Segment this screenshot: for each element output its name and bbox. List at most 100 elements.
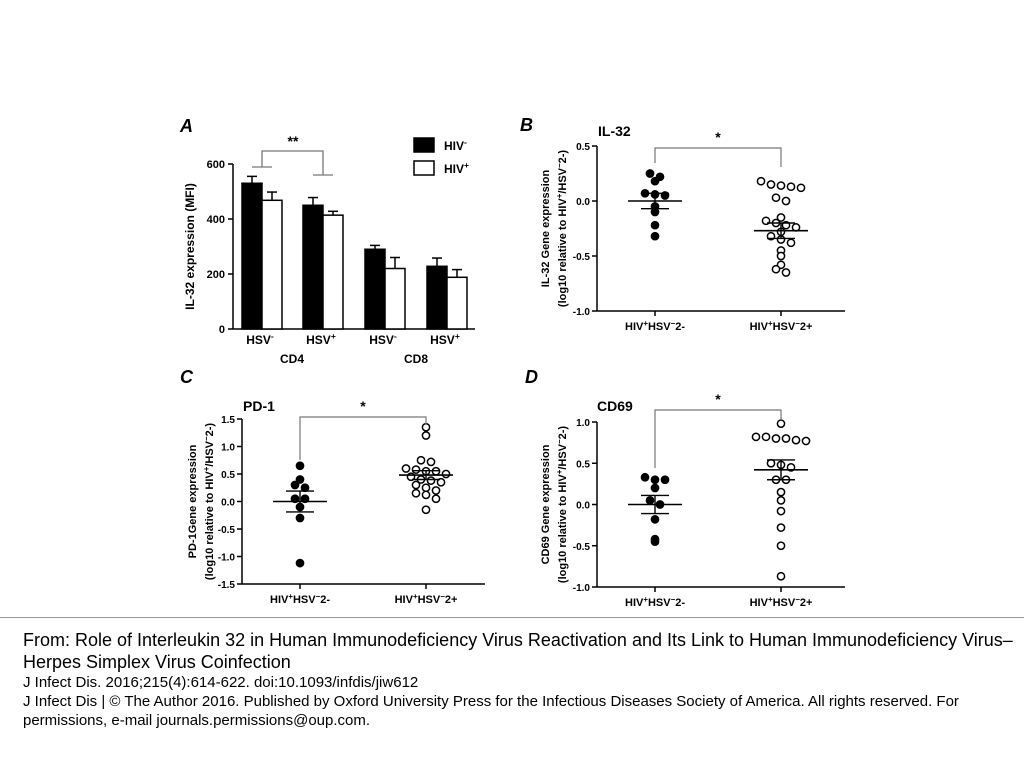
panel-b-data-point: [786, 182, 796, 192]
panel-c-data-point: [421, 483, 431, 493]
panel-c-y-tick-label: -1.0: [218, 553, 236, 564]
panel-c-y-tick-label: 1.5: [221, 415, 235, 426]
panel-d-x-tick-label-part: 2+: [800, 597, 813, 609]
panel-b-data-point: [645, 169, 655, 178]
panel-a-bar: [322, 214, 344, 330]
panel-b-data-point: [766, 180, 776, 189]
panel-d-data-point: [650, 537, 660, 546]
panel-c-title: PD-1: [243, 398, 275, 414]
panel-a-legend-label-part: HIV: [444, 139, 464, 153]
panel-d-x-tick-label-part: −: [671, 595, 676, 604]
panel-b-y-label-2-part: (log10 relative to HIV: [557, 198, 569, 307]
panel-c-data-point: [441, 469, 451, 479]
caption-citation: J Infect Dis. 2016;215(4):614-622. doi:1…: [23, 674, 419, 691]
panel-c-x-tick-label-part: HSV: [293, 594, 316, 606]
panel-b-y-tick-label: -0.5: [573, 252, 591, 263]
panel-c-x-tick-label-part: HIV: [395, 594, 414, 606]
panel-a-significance-label: **: [288, 133, 299, 149]
panel-c-data-point: [295, 558, 305, 568]
panel-b-data-point: [781, 268, 791, 277]
panel-c-x-tick-label-part: HIV: [270, 594, 289, 606]
panel-b-x-tick-label-part: 2-: [675, 321, 685, 333]
panel-a-category-label-part: HSV: [306, 333, 331, 347]
panel-c-y-label-2-part: +: [202, 466, 211, 471]
panel-d-data-point: [776, 419, 786, 428]
panel-b-data-point: [781, 196, 791, 206]
panel-d-y-tick-label: 0.0: [576, 501, 590, 512]
panel-b-significance-label: *: [715, 129, 721, 145]
panel-a-bar: [384, 267, 406, 330]
panel-b-y-label-2-part: /HSV: [557, 167, 569, 193]
panel-d-title: CD69: [597, 398, 633, 414]
panel-d-x-tick-label-part: HIV: [625, 597, 644, 609]
panel-d-x-tick-label-part: +: [643, 595, 648, 604]
panel-b-y-label-2-part: 2-): [557, 150, 569, 164]
panel-b-x-tick-label-part: HSV: [773, 321, 796, 333]
panel-c-y-label-2-part: /HSV: [204, 440, 216, 466]
panel-c-data-point: [295, 513, 305, 523]
panel-d-y-label-2-part: −: [555, 439, 564, 444]
panel-b-y-label: IL-32 Gene expression: [540, 170, 552, 288]
panel-d-data-point: [776, 541, 786, 551]
panel-d-x-tick-label-part: +: [768, 595, 773, 604]
panel-d-data-point: [640, 472, 650, 482]
panel-c-data-point: [401, 464, 411, 473]
panel-b-x-tick-label-part: HSV: [648, 321, 671, 333]
panel-c-y-tick-label: -0.5: [218, 525, 236, 536]
panel-b-y-label-2-part: −: [555, 163, 564, 168]
panel-d-x-tick-label-part: −: [795, 595, 800, 604]
panel-d-x-tick-label: HIV+HSV−2-: [625, 595, 685, 610]
panel-a-legend-label-part: HIV: [444, 162, 464, 176]
panel-c-x-tick-label-part: HSV: [418, 594, 441, 606]
panel-c-data-point: [300, 494, 310, 504]
separator-line: [0, 617, 1024, 618]
panel-d-data-point: [776, 487, 786, 497]
panel-d-y-tick-label: -0.5: [573, 542, 591, 553]
panel-b-y-tick-label: 0.5: [576, 142, 590, 153]
panel-d-data-point: [776, 506, 786, 516]
panel-b-data-point: [776, 213, 786, 222]
panel-c-data-point: [295, 461, 305, 471]
panel-c-x-tick-label-part: 2-: [320, 594, 330, 606]
panel-c-data-point: [300, 483, 310, 493]
panel-b-x-tick-label-part: +: [643, 319, 648, 328]
panel-d-x-tick-label: HIV+HSV−2+: [750, 595, 813, 610]
panel-a-bar: [241, 182, 263, 330]
panel-a-legend-label-part: -: [464, 137, 467, 147]
panel-b-data-point: [796, 183, 806, 193]
panel-c-x-tick-label: HIV+HSV−2-: [270, 592, 330, 607]
panel-c-data-point: [421, 422, 431, 432]
panel-b-data-point: [776, 181, 786, 190]
panel-d-y-tick-label: -1.0: [573, 583, 591, 594]
panel-b-x-tick-label-part: 2+: [800, 321, 813, 333]
panel-b-title: IL-32: [598, 123, 631, 139]
panel-c-x-tick-label-part: 2+: [445, 594, 458, 606]
panel-a-significance-bracket: [252, 150, 333, 176]
panel-a-category-label: HSV-: [246, 331, 274, 347]
panel-b-x-tick-label: HIV+HSV−2-: [625, 319, 685, 334]
panel-c: C PD-1 1.5 1.0 0.5 0.0 -0.5 -1.0 -1.5 PD-1Gene ex…: [180, 367, 485, 606]
panel-c-data-point: [421, 490, 431, 500]
panel-c-x-tick-label-part: −: [440, 592, 445, 601]
panel-d-y-label-2-part: 2-): [557, 426, 569, 440]
panel-c-x-tick-label-part: +: [413, 592, 418, 601]
panel-b-y-label-2: (log10 relative to HIV+/HSV−2-): [555, 150, 570, 308]
panel-d-data-point: [766, 458, 776, 468]
panel-a-legend-label: HIV+: [444, 160, 469, 176]
panel-d-y-tick-label: 0.5: [576, 459, 590, 470]
panel-d-y-label-2-part: (log10 relative to HIV: [557, 474, 569, 583]
panel-c-data-point: [426, 476, 436, 485]
panel-c-y-label: PD-1Gene expression: [187, 444, 199, 558]
panel-b-data-point: [756, 176, 766, 186]
panel-a-bar: [302, 204, 324, 330]
panel-b-x-tick-label-part: −: [671, 319, 676, 328]
panel-c-x-tick-label-part: −: [316, 592, 321, 601]
panel-a-category-label-part: +: [331, 331, 336, 341]
panel-b-data-point: [650, 207, 660, 217]
panel-c-data-point: [421, 431, 431, 440]
panel-b-data-point: [650, 176, 660, 186]
panel-b-data-point: [786, 238, 796, 248]
caption: From: Role of Interleukin 32 in Human Im…: [23, 629, 1013, 730]
panel-b-data-point: [771, 193, 781, 203]
